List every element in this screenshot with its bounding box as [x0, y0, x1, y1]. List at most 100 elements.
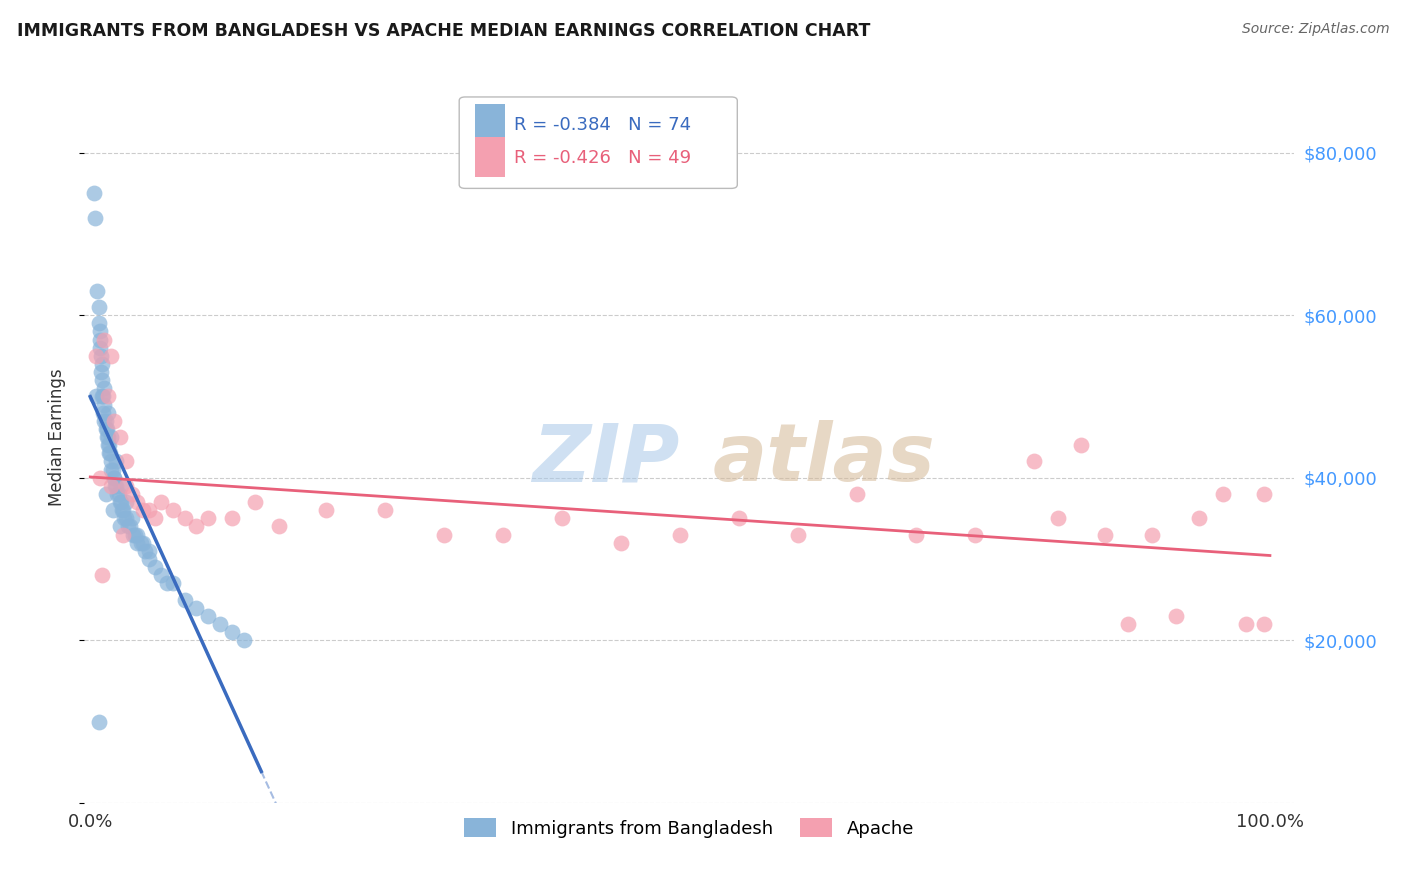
Point [108, 519, 131, 533]
FancyBboxPatch shape [460, 97, 737, 188]
Point [100, 430, 122, 444]
Point [114, 511, 136, 525]
Point [87, 300, 110, 314]
Point [89, 341, 111, 355]
Point [315, 503, 337, 517]
Point [127, 527, 149, 541]
Point [197, 511, 219, 525]
Point [108, 430, 131, 444]
Point [98, 438, 121, 452]
Point [963, 527, 986, 541]
Point [1094, 527, 1116, 541]
Point [121, 511, 143, 525]
Point [103, 471, 125, 485]
Point [93, 333, 115, 347]
Point [121, 527, 143, 541]
Text: Source: ZipAtlas.com: Source: ZipAtlas.com [1241, 22, 1389, 37]
Point [492, 527, 515, 541]
Point [905, 527, 928, 541]
Point [97, 430, 120, 444]
Point [89, 333, 111, 347]
Point [134, 544, 156, 558]
Point [232, 633, 254, 648]
Point [1140, 527, 1163, 541]
Point [669, 527, 692, 541]
Point [100, 479, 122, 493]
Point [129, 535, 152, 549]
Point [1022, 454, 1045, 468]
Point [89, 471, 111, 485]
Y-axis label: Median Earnings: Median Earnings [48, 368, 66, 506]
Point [1046, 511, 1069, 525]
Point [94, 422, 117, 436]
Point [267, 519, 290, 533]
Point [114, 479, 136, 493]
Point [1234, 617, 1257, 632]
Point [96, 430, 118, 444]
Point [83, 186, 105, 201]
Point [117, 519, 139, 533]
Text: atlas: atlas [713, 420, 936, 498]
Point [846, 487, 869, 501]
Point [114, 495, 136, 509]
Point [1118, 617, 1140, 632]
Point [89, 325, 111, 339]
Point [120, 519, 142, 533]
Point [84, 211, 107, 225]
Point [150, 495, 173, 509]
Point [100, 454, 122, 468]
Point [162, 576, 184, 591]
Point [91, 389, 114, 403]
Point [91, 373, 114, 387]
Text: R = -0.384   N = 74: R = -0.384 N = 74 [513, 116, 690, 134]
Point [91, 406, 114, 420]
Point [101, 503, 124, 517]
Point [84, 389, 107, 403]
Point [132, 535, 155, 549]
Point [91, 389, 114, 403]
Point [94, 487, 117, 501]
Point [374, 503, 396, 517]
Bar [475, 104, 505, 145]
Point [100, 349, 122, 363]
Point [90, 365, 112, 379]
Point [132, 503, 155, 517]
Point [111, 503, 134, 517]
Point [186, 519, 208, 533]
Point [91, 568, 114, 582]
Point [127, 535, 149, 549]
Point [98, 446, 121, 460]
Point [107, 487, 129, 501]
Point [1188, 511, 1211, 525]
Point [197, 608, 219, 623]
Point [221, 625, 243, 640]
Point [93, 398, 115, 412]
Point [173, 592, 195, 607]
Point [787, 527, 810, 541]
Point [84, 349, 107, 363]
Point [98, 446, 121, 460]
Point [186, 600, 208, 615]
Point [138, 503, 160, 517]
Point [93, 381, 115, 395]
Point [104, 479, 127, 493]
Point [103, 414, 125, 428]
Point [433, 527, 456, 541]
Point [127, 495, 149, 509]
Point [114, 454, 136, 468]
Point [87, 316, 110, 330]
Point [1253, 617, 1275, 632]
Point [110, 495, 132, 509]
Point [87, 714, 110, 729]
Point [110, 479, 132, 493]
Point [1253, 487, 1275, 501]
Point [121, 487, 143, 501]
Point [221, 511, 243, 525]
Point [97, 438, 120, 452]
Point [105, 479, 128, 493]
Point [728, 511, 751, 525]
Point [105, 487, 128, 501]
Point [100, 462, 122, 476]
Point [105, 454, 128, 468]
Point [94, 414, 117, 428]
